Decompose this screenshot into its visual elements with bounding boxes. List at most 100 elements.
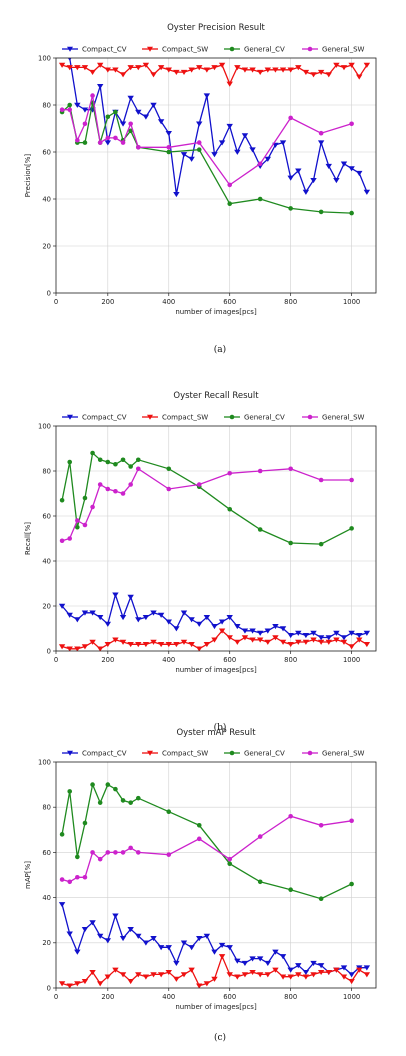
data-point bbox=[59, 877, 65, 882]
data-point bbox=[180, 639, 188, 645]
data-point bbox=[90, 782, 95, 787]
y-tick-label: 40 bbox=[42, 557, 51, 565]
plot-frame bbox=[55, 425, 377, 652]
data-point bbox=[75, 524, 80, 530]
data-point bbox=[256, 69, 264, 75]
y-tick-label: 100 bbox=[38, 758, 51, 766]
data-point bbox=[157, 972, 165, 978]
x-tick-label: 0 bbox=[54, 993, 58, 1001]
data-point bbox=[196, 983, 203, 988]
data-point bbox=[226, 945, 233, 951]
data-point bbox=[67, 459, 73, 465]
data-point bbox=[188, 156, 195, 162]
data-point bbox=[288, 813, 293, 819]
data-point bbox=[157, 65, 165, 71]
data-point bbox=[279, 954, 287, 960]
data-point bbox=[287, 974, 294, 980]
data-point bbox=[241, 972, 249, 978]
series-Compact_SW bbox=[58, 62, 371, 87]
data-point bbox=[135, 642, 142, 648]
x-tick-label: 1000 bbox=[343, 298, 360, 306]
data-point bbox=[234, 624, 241, 630]
data-point bbox=[128, 128, 133, 134]
y-tick-label: 20 bbox=[42, 939, 51, 947]
data-point bbox=[113, 461, 118, 467]
y-tick-label: 80 bbox=[42, 804, 51, 812]
y-tick-label: 20 bbox=[42, 242, 51, 250]
data-point bbox=[97, 800, 103, 805]
legend-label: Compact_CV bbox=[82, 414, 127, 422]
data-point bbox=[302, 639, 310, 645]
data-point bbox=[234, 65, 241, 71]
data-point bbox=[256, 956, 264, 962]
data-point bbox=[318, 477, 324, 483]
data-point bbox=[105, 459, 111, 465]
data-point bbox=[349, 121, 354, 127]
y-tick-label: 0 bbox=[47, 289, 51, 297]
x-tick-label: 600 bbox=[223, 993, 236, 1001]
data-point bbox=[264, 639, 272, 645]
data-point bbox=[90, 850, 95, 855]
x-tick-label: 0 bbox=[54, 656, 58, 664]
data-point bbox=[340, 974, 348, 980]
series-Compact_SW bbox=[58, 954, 371, 988]
data-point bbox=[310, 960, 317, 967]
data-point bbox=[135, 109, 142, 115]
data-point bbox=[295, 639, 302, 645]
data-point bbox=[356, 170, 363, 177]
data-point bbox=[349, 818, 354, 824]
data-point bbox=[67, 879, 73, 885]
data-point bbox=[287, 175, 294, 181]
data-point bbox=[97, 856, 103, 862]
legend-marker bbox=[147, 46, 153, 52]
data-point bbox=[295, 168, 302, 174]
data-point bbox=[234, 958, 241, 964]
data-point bbox=[135, 65, 142, 71]
data-point bbox=[203, 93, 211, 99]
data-point bbox=[82, 121, 88, 127]
data-point bbox=[127, 642, 134, 648]
y-tick-label: 60 bbox=[42, 849, 51, 857]
data-point bbox=[279, 639, 287, 645]
data-point bbox=[295, 65, 302, 71]
data-point bbox=[203, 981, 211, 987]
plot-frame bbox=[55, 761, 377, 989]
data-point bbox=[310, 630, 317, 636]
data-point bbox=[288, 115, 293, 121]
data-point bbox=[112, 913, 119, 919]
data-point bbox=[196, 65, 203, 71]
data-point bbox=[340, 65, 348, 71]
data-point bbox=[173, 192, 180, 198]
data-point bbox=[89, 920, 96, 926]
series-General_CV bbox=[59, 100, 354, 216]
y-tick-label: 0 bbox=[47, 647, 51, 655]
data-point bbox=[363, 965, 371, 971]
data-point bbox=[196, 121, 203, 127]
data-point bbox=[302, 974, 310, 980]
data-point bbox=[264, 960, 272, 967]
data-point bbox=[81, 978, 89, 985]
legend-label: Compact_SW bbox=[162, 46, 208, 54]
data-point bbox=[196, 140, 202, 145]
data-point bbox=[150, 72, 157, 78]
data-point bbox=[188, 967, 195, 973]
data-point bbox=[318, 209, 324, 215]
data-point bbox=[257, 196, 263, 202]
data-point bbox=[227, 201, 233, 206]
x-axis-label: number of images[pcs] bbox=[175, 666, 257, 674]
data-point bbox=[211, 949, 218, 955]
data-point bbox=[150, 102, 157, 108]
data-point bbox=[150, 639, 157, 645]
y-tick-label: 40 bbox=[42, 195, 51, 203]
data-point bbox=[257, 161, 263, 167]
data-point bbox=[188, 945, 195, 951]
x-tick-label: 400 bbox=[162, 298, 175, 306]
data-point bbox=[264, 156, 272, 162]
data-point bbox=[295, 963, 302, 969]
data-point bbox=[188, 617, 195, 623]
data-point bbox=[333, 630, 340, 636]
series-Compact_SW bbox=[58, 628, 371, 651]
data-point bbox=[66, 931, 73, 937]
data-point bbox=[150, 936, 157, 942]
